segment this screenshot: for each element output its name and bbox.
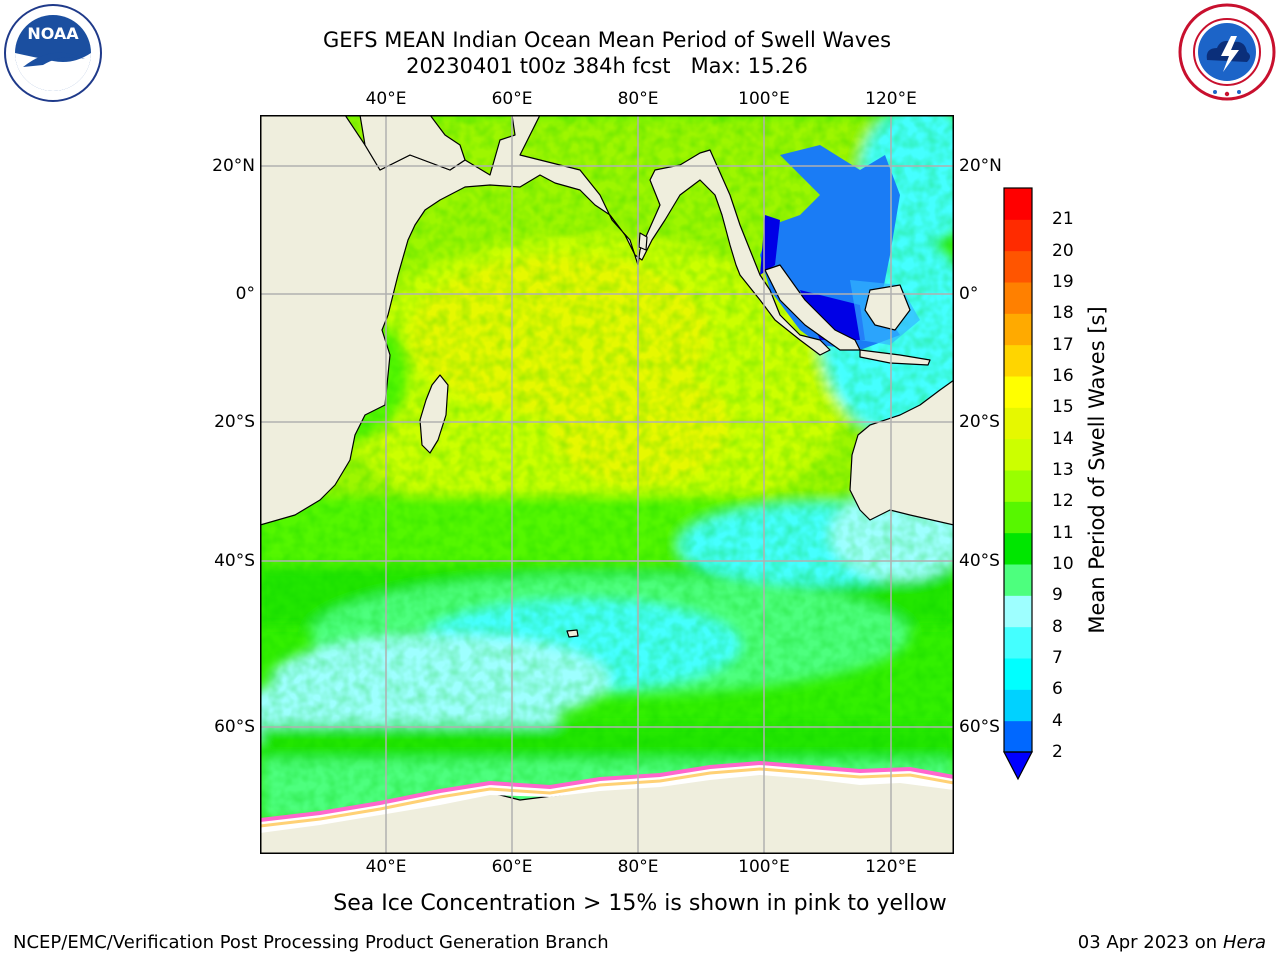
map-frame xyxy=(260,115,954,854)
lat-tick-right-60s: 60°S xyxy=(959,717,1000,737)
colorbar-tick-label: 21 xyxy=(1052,209,1074,230)
colorbar-segment xyxy=(1004,689,1032,722)
colorbar-segment xyxy=(1004,250,1032,283)
colorbar-segment xyxy=(1004,282,1032,314)
australia xyxy=(849,379,954,526)
lat-tick-left-0: 0° xyxy=(235,284,255,304)
lat-tick-left-20s: 20°S xyxy=(214,412,255,432)
colorbar-tick-label: 19 xyxy=(1052,272,1074,292)
colorbar-under-arrow xyxy=(1003,751,1033,781)
colorbar-tick-label: 16 xyxy=(1052,366,1074,386)
colorbar-segment xyxy=(1004,532,1032,565)
colorbar-segment xyxy=(1004,720,1032,753)
colorbar-segment xyxy=(1004,595,1032,628)
lon-tick-top-60e: 60°E xyxy=(491,89,533,109)
colorbar-tick-label: 14 xyxy=(1052,428,1074,449)
lat-tick-left-60s: 60°S xyxy=(214,717,255,737)
lat-tick-right-20s: 20°S xyxy=(959,412,1000,432)
colorbar-tick-label: 15 xyxy=(1052,397,1074,418)
colorbar xyxy=(1003,187,1033,781)
lat-tick-left-20n: 20°N xyxy=(212,156,255,176)
colorbar-tick-label: 10 xyxy=(1052,554,1074,574)
borneo xyxy=(864,284,911,331)
colorbar-segment xyxy=(1004,501,1032,534)
footer-org: NCEP/EMC/Verification Post Processing Pr… xyxy=(13,932,609,953)
footer-date: 03 Apr 2023 on Hera xyxy=(1078,932,1266,954)
footer-date-text: 03 Apr 2023 on xyxy=(1077,932,1223,953)
colorbar-label: Mean Period of Swell Waves [s] xyxy=(1085,306,1109,634)
noaa-logo: NOAA xyxy=(4,4,102,102)
colorbar-segment xyxy=(1004,626,1032,659)
sumatra xyxy=(764,264,861,351)
colorbar-tick-label: 6 xyxy=(1052,679,1063,700)
colorbar-segment xyxy=(1004,344,1032,377)
java xyxy=(859,349,931,366)
colorbar-tick-label: 12 xyxy=(1052,491,1074,512)
colorbar-segment xyxy=(1004,188,1032,220)
colorbar-tick-label: 4 xyxy=(1052,710,1063,731)
lon-tick-bottom-60e: 60°E xyxy=(491,857,533,877)
chart-subtitle: 20230401 t00z 384h fcst Max: 15.26 xyxy=(406,54,808,78)
lon-tick-bottom-80e: 80°E xyxy=(617,857,659,877)
kerguelen-island xyxy=(566,629,579,638)
colorbar-segment xyxy=(1004,658,1032,690)
lon-tick-top-40e: 40°E xyxy=(365,89,407,109)
colorbar-segment xyxy=(1004,407,1032,440)
nws-logo xyxy=(1178,3,1276,101)
lat-tick-left-40s: 40°S xyxy=(214,551,255,571)
noaa-logo-text: NOAA xyxy=(27,24,79,43)
chart-title: GEFS MEAN Indian Ocean Mean Period of Sw… xyxy=(322,28,892,52)
footer-host: Hera xyxy=(1222,932,1266,953)
lat-tick-right-40s: 40°S xyxy=(959,551,1000,571)
lat-tick-right-0: 0° xyxy=(959,284,979,304)
lon-tick-bottom-40e: 40°E xyxy=(365,857,407,877)
sea-ice-edge xyxy=(260,760,954,822)
colorbar-tick-label: 7 xyxy=(1052,648,1063,668)
sea-ice-caption: Sea Ice Concentration > 15% is shown in … xyxy=(333,891,947,916)
colorbar-tick-label: 2 xyxy=(1052,742,1063,762)
colorbar-tick-label: 8 xyxy=(1052,616,1063,637)
colorbar-segment xyxy=(1004,564,1032,596)
lon-tick-top-120e: 120°E xyxy=(865,89,917,109)
colorbar-tick-label: 20 xyxy=(1052,240,1074,261)
lon-tick-top-100e: 100°E xyxy=(738,89,790,109)
colorbar-segment xyxy=(1004,376,1032,408)
graticule xyxy=(260,115,954,854)
lon-tick-top-80e: 80°E xyxy=(617,89,659,109)
lat-tick-right-20n: 20°N xyxy=(959,156,1002,176)
colorbar-tick-label: 9 xyxy=(1052,585,1063,606)
lon-tick-bottom-100e: 100°E xyxy=(738,857,790,877)
lon-tick-bottom-120e: 120°E xyxy=(865,857,917,877)
madagascar xyxy=(419,374,449,454)
swell-period-map xyxy=(260,115,954,854)
colorbar-segment xyxy=(1004,219,1032,252)
colorbar-segment xyxy=(1004,470,1032,502)
colorbar-tick-label: 18 xyxy=(1052,303,1074,324)
sri-lanka xyxy=(638,232,648,251)
colorbar-tick-label: 13 xyxy=(1052,460,1074,480)
colorbar-tick-label: 11 xyxy=(1052,522,1074,543)
colorbar-segment xyxy=(1004,438,1032,471)
colorbar-segment xyxy=(1004,313,1032,346)
colorbar-frame xyxy=(1003,187,1033,753)
africa-asia-landmass xyxy=(260,115,831,526)
colorbar-tick-label: 17 xyxy=(1052,334,1074,355)
